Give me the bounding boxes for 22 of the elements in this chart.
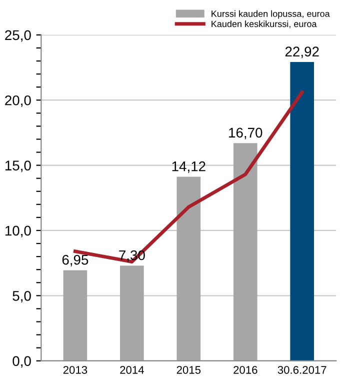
y-tick-label: 20,0 bbox=[5, 95, 31, 107]
y-tick-label: 0,0 bbox=[12, 356, 31, 368]
bar bbox=[290, 62, 314, 361]
data-label: 6,95 bbox=[62, 254, 88, 266]
x-tick-label: 2015 bbox=[176, 366, 201, 374]
data-label: 14,12 bbox=[172, 161, 206, 173]
bar bbox=[120, 266, 144, 361]
legend-label: Kauden keskikurssi, euroa bbox=[212, 20, 317, 28]
data-label: 22,92 bbox=[285, 46, 319, 58]
bar bbox=[233, 143, 258, 361]
bar bbox=[63, 270, 88, 361]
x-tick-label: 2016 bbox=[234, 366, 258, 374]
data-label: 16,70 bbox=[229, 128, 262, 140]
y-tick-label: 10,0 bbox=[5, 226, 31, 238]
x-tick-label: 30.6.2017 bbox=[278, 366, 326, 374]
legend-label: Kurssi kauden lopussa, euroa bbox=[212, 10, 330, 19]
y-tick-label: 25,0 bbox=[5, 30, 31, 42]
x-tick-label: 2013 bbox=[63, 366, 88, 374]
y-tick-label: 15,0 bbox=[5, 160, 31, 172]
y-tick-label: 5,0 bbox=[12, 290, 31, 302]
x-tick-label: 2014 bbox=[120, 366, 144, 374]
bar bbox=[176, 176, 201, 361]
